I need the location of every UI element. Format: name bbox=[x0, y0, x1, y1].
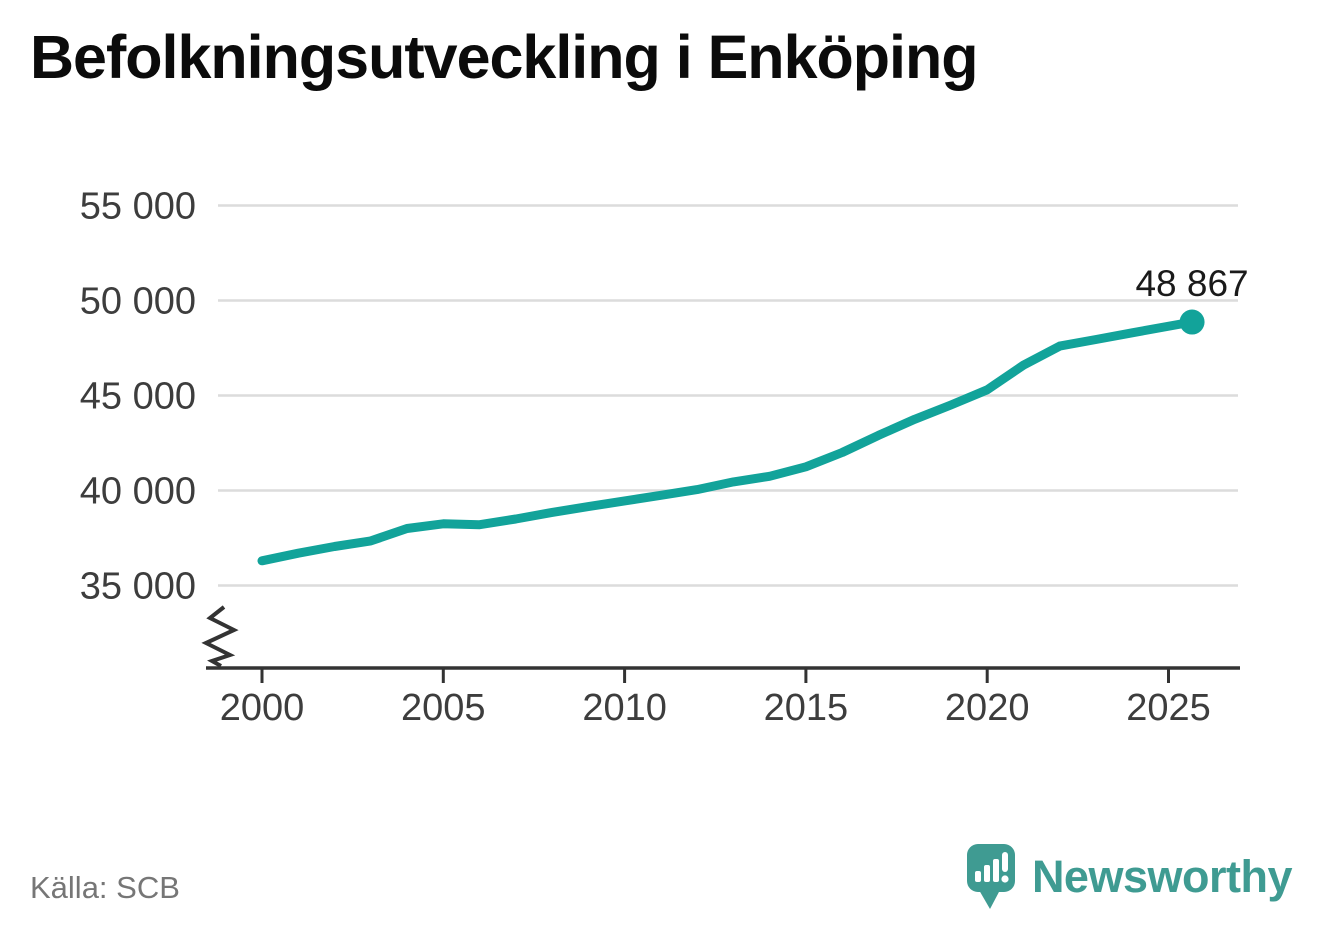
newsworthy-logo: Newsworthy bbox=[966, 843, 1293, 911]
newsworthy-logo-text: Newsworthy bbox=[1031, 851, 1293, 902]
x-tick-label: 2025 bbox=[1126, 687, 1211, 729]
y-tick-label: 50 000 bbox=[80, 281, 196, 323]
y-tick-label: 55 000 bbox=[80, 186, 196, 228]
x-tick-label: 2015 bbox=[764, 687, 849, 729]
x-tick-label: 2010 bbox=[582, 687, 667, 729]
y-tick-label: 40 000 bbox=[80, 471, 196, 513]
y-axis-labels: 35 000 40 000 45 000 50 000 55 000 bbox=[80, 186, 196, 608]
gridlines bbox=[218, 204, 1238, 587]
end-value-label: 48 867 bbox=[1135, 263, 1248, 304]
source-label: Källa: SCB bbox=[30, 870, 180, 905]
newsworthy-logo-icon bbox=[966, 844, 1015, 909]
population-line bbox=[257, 317, 1197, 566]
x-tick-label: 2000 bbox=[220, 687, 305, 729]
x-tick-label: 2020 bbox=[945, 687, 1030, 729]
y-tick-label: 35 000 bbox=[80, 566, 196, 608]
y-tick-label: 45 000 bbox=[80, 376, 196, 418]
x-tick-label: 2005 bbox=[401, 687, 486, 729]
x-axis bbox=[206, 666, 1240, 683]
axis-break-icon bbox=[201, 605, 239, 668]
end-point-dot bbox=[1179, 309, 1205, 335]
x-axis-labels: 2000 2005 2010 2015 2020 2025 bbox=[220, 687, 1211, 729]
chart-title: Befolkningsutveckling i Enköping bbox=[30, 23, 978, 91]
